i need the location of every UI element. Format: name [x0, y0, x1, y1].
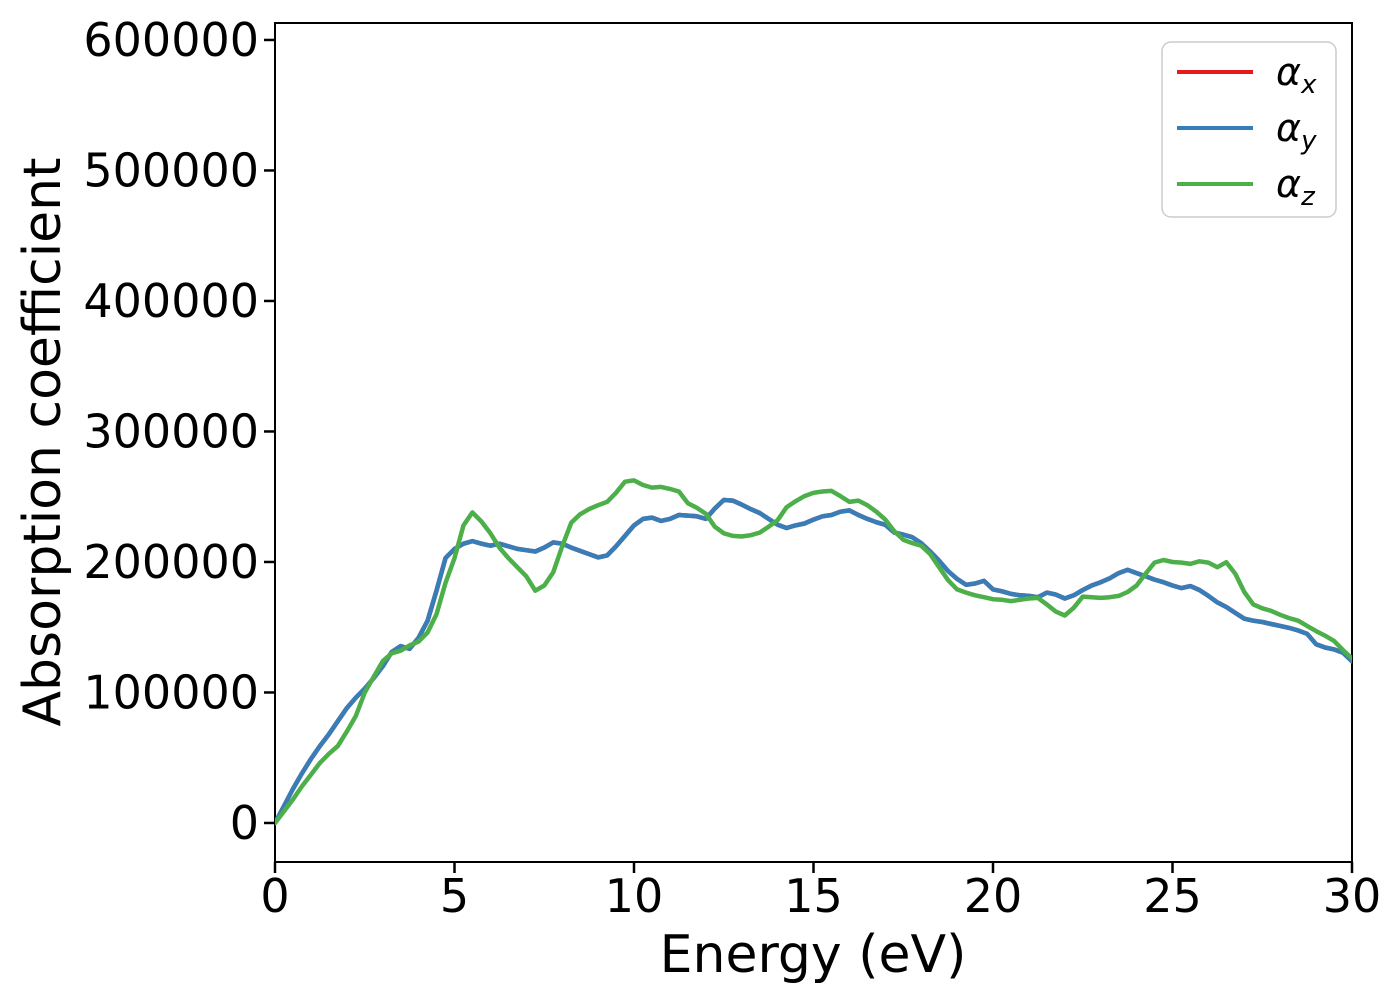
series-line-alpha_x: [275, 497, 1352, 826]
y-tick-label: 200000: [83, 535, 259, 589]
series-line-alpha_z: [275, 478, 1352, 826]
legend-label-subscript-alpha_y: y: [1300, 126, 1317, 156]
y-tick-label: 100000: [83, 665, 259, 719]
axes-layer: 0 5 10 15 20 25 30 0 100000 200000 300000 400000 500…: [83, 13, 1381, 923]
y-tick-label: 500000: [83, 143, 259, 197]
legend-label-subscript-alpha_z: z: [1300, 182, 1316, 212]
x-tick-label: 0: [260, 869, 289, 923]
x-axis-label: Energy (eV): [660, 925, 967, 985]
series-layer: [275, 478, 1352, 826]
y-tick-label: 400000: [83, 274, 259, 328]
x-tick-label: 15: [784, 869, 843, 923]
y-tick-label: 300000: [83, 404, 259, 458]
legend-label-subscript-alpha_x: x: [1300, 70, 1317, 100]
x-tick-label: 30: [1323, 869, 1382, 923]
x-tick-label: 20: [964, 869, 1023, 923]
x-tick-label: 5: [440, 869, 469, 923]
series-line-alpha_y: [275, 497, 1352, 826]
y-axis-label: Absorption coefficient: [13, 157, 73, 726]
y-tick-label: 0: [230, 796, 259, 850]
y-tick-label: 600000: [83, 13, 259, 67]
x-tick-label: 25: [1143, 869, 1202, 923]
x-tick-label: 10: [605, 869, 664, 923]
